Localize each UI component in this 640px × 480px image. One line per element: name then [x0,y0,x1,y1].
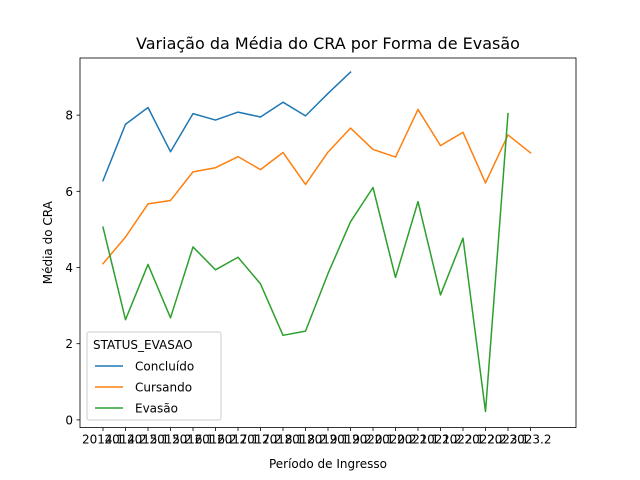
x-tick-label: 2020.1 [352,433,394,447]
x-tick-label: 2022.2 [465,433,507,447]
y-tick-label: 0 [65,413,73,427]
x-tick-label: 2021.1 [397,433,439,447]
x-tick-label: 2023.2 [510,433,552,447]
chart-title: Variação da Média do CRA por Forma de Ev… [136,34,520,53]
x-tick-label: 2015.1 [127,433,169,447]
plot-frame [79,57,577,428]
y-tick-label: 2 [65,337,73,351]
y-tick-label: 8 [65,109,73,123]
legend: STATUS_EVASAO Concluído Cursando Evasão [86,331,222,421]
x-tick-label: 2014.1 [82,433,124,447]
x-tick-label: 2015.2 [150,433,192,447]
x-tick-label: 2017.1 [217,433,259,447]
y-axis: 0 2 4 6 8 [65,109,80,427]
series-line-2 [102,112,509,413]
x-tick-label: 2023.1 [487,433,529,447]
x-tick-label: 2018.1 [262,433,304,447]
x-tick-label: 2021.2 [420,433,462,447]
series-line-0 [102,71,352,182]
x-tick-label: 2022.1 [442,433,484,447]
x-tick-label: 2019.1 [307,433,349,447]
x-tick-label: 2020.2 [375,433,417,447]
y-tick-label: 6 [65,185,73,199]
x-axis: 2014.12014.22015.12015.22016.12016.22017… [82,427,552,447]
y-tick-label: 4 [65,261,73,275]
x-tick-label: 2017.2 [240,433,282,447]
legend-entry-label: Cursando [135,381,192,395]
legend-entry-label: Evasão [135,402,178,416]
x-tick-label: 2014.2 [105,433,147,447]
y-axis-label: Média do CRA [41,200,55,284]
series-line-1 [101,108,532,265]
legend-entry-label: Concluído [135,360,194,374]
x-tick-label: 2016.2 [195,433,237,447]
legend-box [86,331,222,421]
x-axis-label: Período de Ingresso [269,457,387,471]
x-tick-label: 2019.2 [330,433,372,447]
legend-title: STATUS_EVASAO [93,338,193,352]
series-lines [101,71,532,413]
x-tick-label: 2018.2 [285,433,327,447]
x-tick-label: 2016.1 [172,433,214,447]
